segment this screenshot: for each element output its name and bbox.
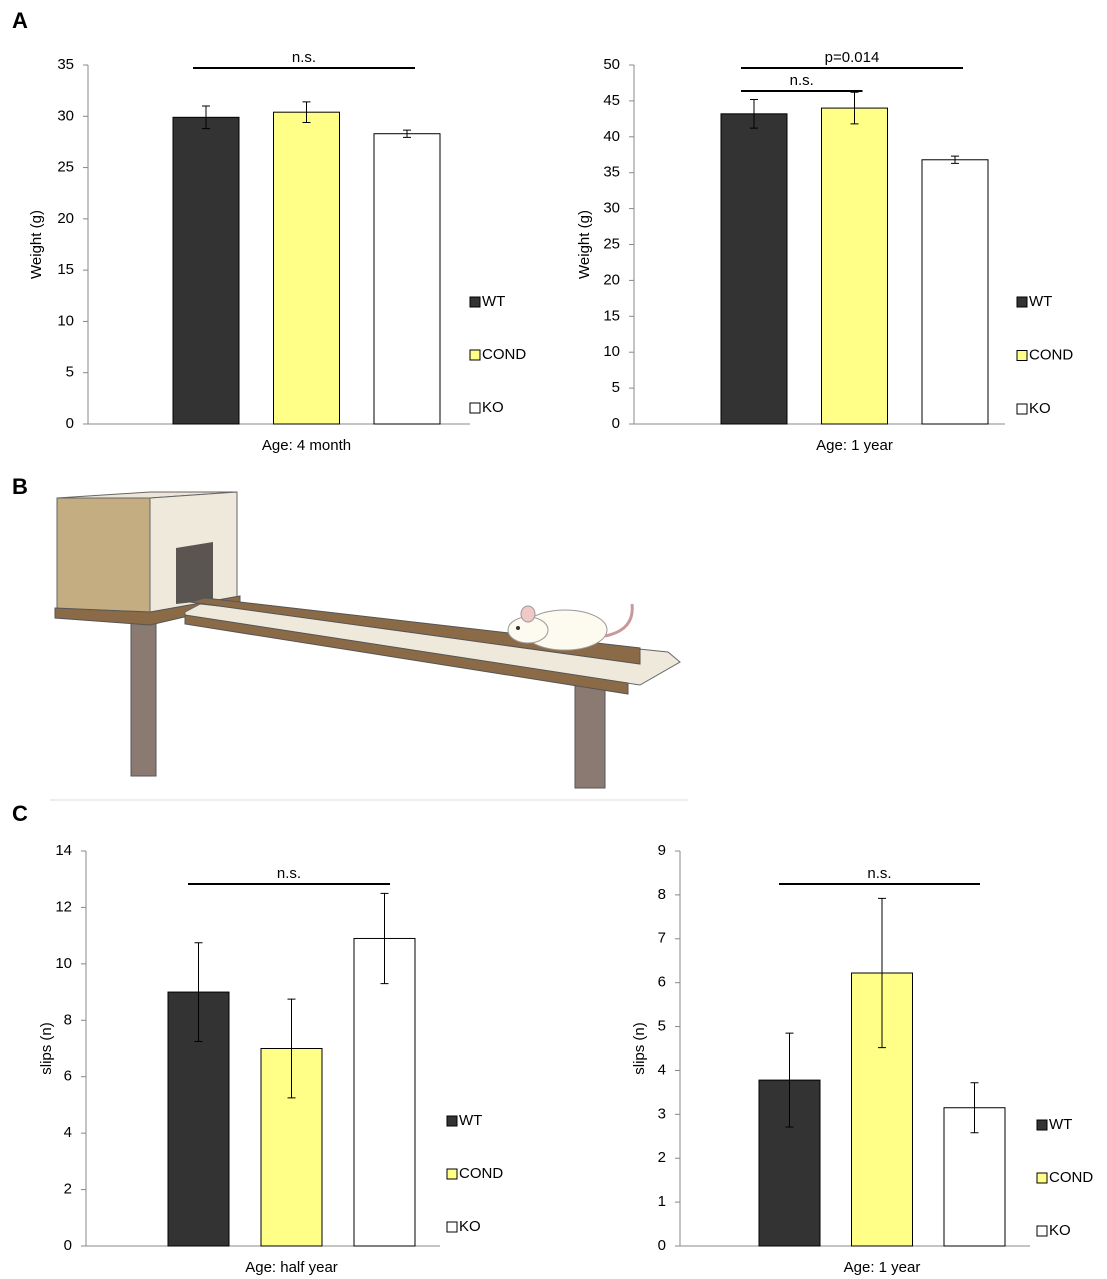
significance-label: n.s.	[277, 865, 301, 882]
y-tick-label: 10	[603, 343, 620, 360]
y-tick-label: 9	[658, 842, 666, 859]
y-tick-label: 6	[658, 974, 666, 991]
significance-label: n.s.	[790, 72, 814, 89]
y-tick-label: 20	[57, 210, 74, 227]
y-tick-label: 50	[603, 56, 620, 73]
legend-swatch	[1037, 1226, 1047, 1236]
y-axis-label: Weight (g)	[28, 210, 45, 279]
y-tick-label: 45	[603, 92, 620, 109]
legend-swatch	[470, 403, 480, 413]
y-tick-label: 2	[658, 1149, 666, 1166]
y-tick-label: 8	[64, 1011, 72, 1028]
y-tick-label: 25	[57, 159, 74, 176]
bar	[274, 112, 340, 424]
y-tick-label: 0	[66, 415, 74, 432]
y-axis-label: slips (n)	[38, 1022, 55, 1075]
legend-swatch	[447, 1116, 457, 1126]
bar	[374, 134, 440, 424]
bar	[173, 117, 239, 424]
x-axis-label: Age: 1 year	[816, 437, 893, 454]
y-tick-label: 7	[658, 930, 666, 947]
panel-label: A	[12, 8, 28, 33]
y-tick-label: 5	[612, 379, 620, 396]
legend-swatch	[1017, 351, 1027, 361]
legend-swatch	[1037, 1173, 1047, 1183]
x-axis-label: Age: 4 month	[262, 437, 351, 454]
y-tick-label: 25	[603, 235, 620, 252]
y-tick-label: 1	[658, 1193, 666, 1210]
y-tick-label: 8	[658, 886, 666, 903]
y-tick-label: 0	[658, 1237, 666, 1254]
x-axis-label: Age: half year	[245, 1259, 338, 1276]
panel-label: B	[12, 474, 28, 499]
significance-label: n.s.	[867, 865, 891, 882]
bar	[822, 108, 888, 424]
x-axis-label: Age: 1 year	[844, 1259, 921, 1276]
legend-swatch	[1037, 1120, 1047, 1130]
y-tick-label: 4	[64, 1124, 72, 1141]
legend-swatch	[1017, 297, 1027, 307]
bar	[721, 114, 787, 424]
bar	[922, 160, 988, 424]
y-tick-label: 40	[603, 128, 620, 145]
y-tick-label: 14	[55, 842, 72, 859]
y-tick-label: 4	[658, 1061, 666, 1078]
significance-label: p=0.014	[825, 49, 880, 66]
figure: A B C 05101520253035Weight (g)Age: 4 mon…	[0, 0, 1107, 1279]
y-tick-label: 10	[55, 955, 72, 972]
legend-label: COND	[1049, 1169, 1093, 1186]
y-tick-label: 5	[658, 1018, 666, 1035]
beam-illustration	[50, 492, 688, 800]
legend-label: KO	[482, 399, 504, 416]
y-tick-label: 10	[57, 312, 74, 329]
y-tick-label: 30	[57, 107, 74, 124]
legend-swatch	[447, 1222, 457, 1232]
legend-label: COND	[459, 1165, 503, 1182]
y-tick-label: 20	[603, 271, 620, 288]
y-tick-label: 2	[64, 1181, 72, 1198]
y-tick-label: 3	[658, 1105, 666, 1122]
bar	[354, 938, 415, 1246]
panel-label: C	[12, 801, 28, 826]
y-tick-label: 15	[57, 261, 74, 278]
y-tick-label: 30	[603, 200, 620, 217]
legend-swatch	[447, 1169, 457, 1179]
legend-label: KO	[1029, 400, 1051, 417]
legend-swatch	[470, 350, 480, 360]
y-tick-label: 0	[64, 1237, 72, 1254]
y-tick-label: 35	[603, 164, 620, 181]
y-tick-label: 0	[612, 415, 620, 432]
legend-label: WT	[482, 293, 505, 310]
legend-label: WT	[1049, 1116, 1072, 1133]
y-tick-label: 12	[55, 898, 72, 915]
legend-swatch	[1017, 404, 1027, 414]
y-tick-label: 35	[57, 56, 74, 73]
legend-swatch	[470, 297, 480, 307]
legend-label: COND	[1029, 346, 1073, 363]
significance-label: n.s.	[292, 49, 316, 66]
legend-label: KO	[459, 1218, 481, 1235]
y-tick-label: 15	[603, 307, 620, 324]
legend-label: KO	[1049, 1222, 1071, 1239]
y-tick-label: 6	[64, 1068, 72, 1085]
y-axis-label: slips (n)	[631, 1022, 648, 1075]
legend-label: COND	[482, 346, 526, 363]
y-tick-label: 5	[66, 364, 74, 381]
y-axis-label: Weight (g)	[576, 210, 593, 279]
legend-label: WT	[459, 1112, 482, 1129]
legend-label: WT	[1029, 293, 1052, 310]
